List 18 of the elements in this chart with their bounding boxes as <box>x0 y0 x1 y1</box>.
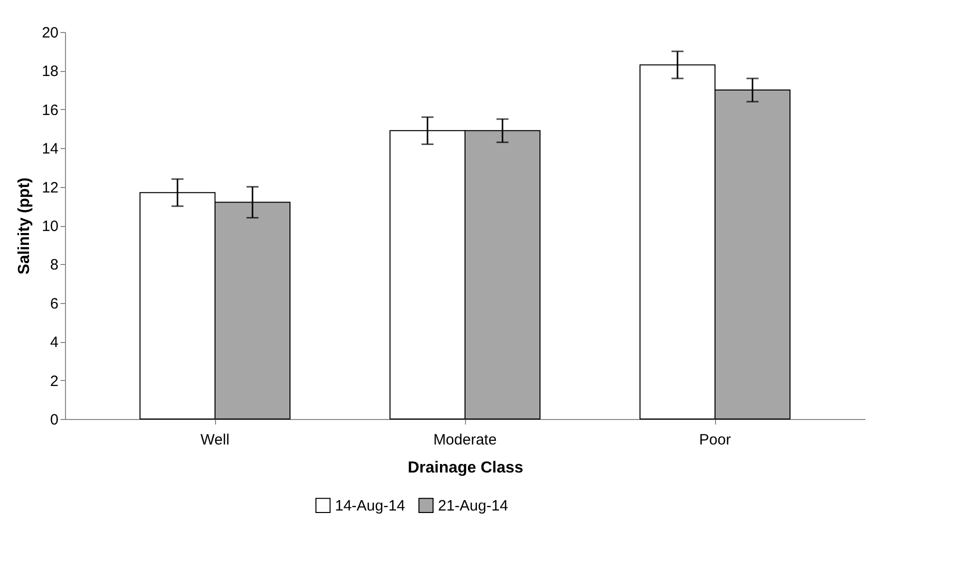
y-tick-label: 4 <box>50 334 58 352</box>
y-tick-label: 18 <box>42 63 58 80</box>
y-tick-label: 16 <box>42 102 58 119</box>
y-axis-title: Salinity (ppt) <box>16 178 33 274</box>
y-tick-label: 20 <box>42 24 58 42</box>
x-tick-label: Well <box>200 432 230 448</box>
y-tick-label: 6 <box>50 295 58 312</box>
x-tick-label: Moderate <box>433 432 497 448</box>
y-tick-label: 10 <box>42 218 58 235</box>
y-tick-label: 14 <box>42 140 58 158</box>
legend-label: 14-Aug-14 <box>335 497 406 514</box>
y-tick-label: 0 <box>50 412 58 428</box>
x-axis-title: Drainage Class <box>408 460 524 476</box>
legend-label: 21-Aug-14 <box>438 497 508 514</box>
y-tick-label: 12 <box>42 179 58 196</box>
y-tick-label: 2 <box>50 372 58 390</box>
x-tick-label: Poor <box>699 432 731 448</box>
y-tick-label: 8 <box>50 256 58 274</box>
